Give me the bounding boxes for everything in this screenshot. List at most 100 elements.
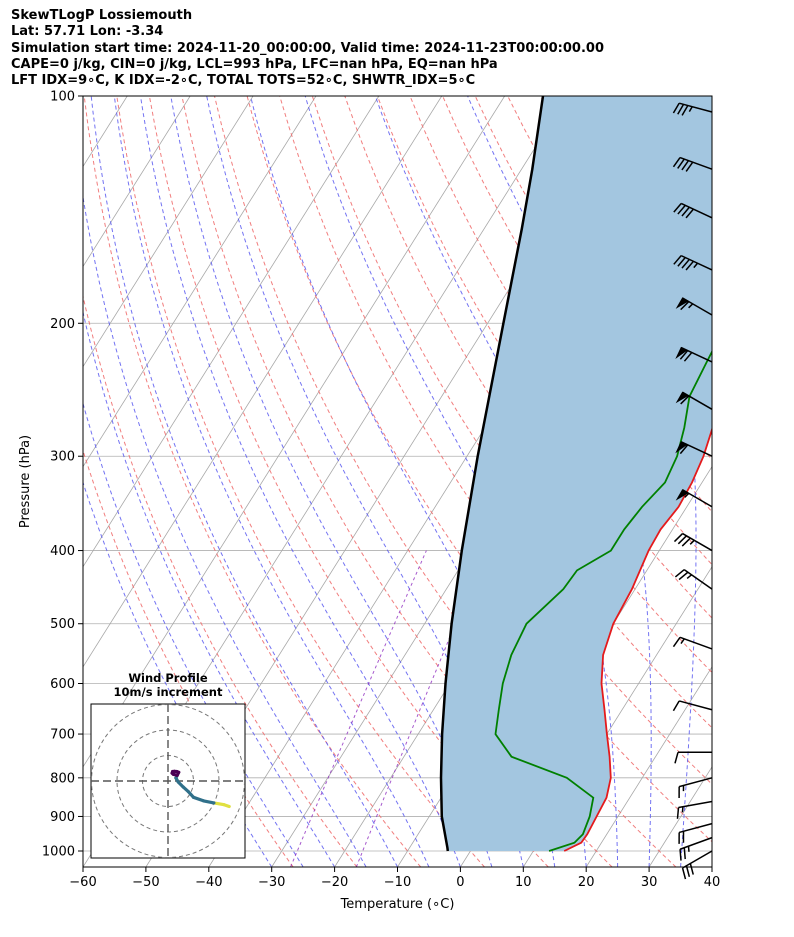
moist-adiabat xyxy=(711,862,712,867)
wind-barb xyxy=(672,700,713,712)
barb-staff xyxy=(678,777,713,788)
x-tick-label: 20 xyxy=(578,875,595,890)
barb-full xyxy=(680,395,690,405)
wind-barb xyxy=(676,800,713,819)
x-tick-label: −60 xyxy=(69,875,96,890)
dry-adiabat xyxy=(83,96,422,867)
dry-adiabat xyxy=(116,96,485,867)
y-tick-label: 300 xyxy=(50,450,75,465)
mixing-ratio-line xyxy=(290,550,427,867)
isotherm--110 xyxy=(83,96,254,368)
barb-full xyxy=(681,160,690,171)
wind-barb xyxy=(675,441,713,457)
x-tick-label: −10 xyxy=(384,875,411,890)
isotherm-20 xyxy=(585,666,712,867)
moist-adiabat xyxy=(83,401,304,867)
wind-barb xyxy=(675,297,713,316)
barb-flag xyxy=(675,297,690,309)
barb-staff xyxy=(678,700,713,711)
barb-full xyxy=(689,863,694,875)
chart-title: SkewTLogP Lossiemouth xyxy=(11,8,193,23)
barb-full xyxy=(676,807,680,819)
barb-full xyxy=(677,257,686,267)
y-tick-label: 800 xyxy=(50,771,75,786)
barb-full xyxy=(672,102,680,114)
y-tick-label: 200 xyxy=(50,317,75,332)
mixing-ratio-line xyxy=(355,550,487,867)
barb-full xyxy=(673,533,684,543)
dewpoint-line xyxy=(494,349,712,852)
isotherm--80 xyxy=(83,96,443,668)
chart-header: SkewTLogP Lossiemouth Lat: 57.71 Lon: -3… xyxy=(11,8,781,89)
barb-full xyxy=(673,202,682,213)
hodograph-subtitle: 10m/s increment xyxy=(114,685,223,699)
barb-staff xyxy=(679,156,713,170)
x-tick-label: −50 xyxy=(132,875,159,890)
x-tick-label: −20 xyxy=(321,875,348,890)
y-tick-label: 100 xyxy=(50,90,75,105)
dry-adiabat xyxy=(702,96,712,110)
barb-staff xyxy=(678,800,713,809)
barb-full xyxy=(679,849,682,861)
plot-area xyxy=(83,96,794,867)
wind-barb xyxy=(674,569,713,590)
y-tick-label: 500 xyxy=(50,617,75,632)
wind-barb xyxy=(674,751,712,764)
hodograph-trace-segment xyxy=(191,795,206,803)
isotherm--100 xyxy=(83,96,317,468)
x-tick-label: 10 xyxy=(515,875,532,890)
moist-adiabat xyxy=(90,96,398,867)
simulation-times: Simulation start time: 2024-11-20_00:00:… xyxy=(11,40,604,56)
barb-full xyxy=(685,161,694,172)
barb-staff xyxy=(680,254,713,271)
barb-full xyxy=(674,569,685,578)
y-tick-label: 900 xyxy=(50,810,75,825)
barb-full xyxy=(681,867,687,880)
barb-half xyxy=(688,106,693,112)
barb-full xyxy=(681,206,690,217)
barb-full xyxy=(677,535,687,545)
x-tick-label: −30 xyxy=(258,875,285,890)
wind-barb xyxy=(672,156,713,172)
isotherm-50 xyxy=(775,96,794,867)
wind-barb xyxy=(672,102,713,116)
stability-indices: LFT IDX=9∘C, K IDX=-2∘C, TOTAL TOTS=52∘C… xyxy=(11,73,476,89)
barb-flag xyxy=(675,391,690,404)
barb-staff xyxy=(679,836,713,850)
y-tick-label: 700 xyxy=(50,728,75,743)
moist-adiabat xyxy=(83,310,336,867)
barb-half xyxy=(686,574,693,580)
isotherm--90 xyxy=(83,96,380,568)
barb-full xyxy=(674,752,679,764)
wind-barb xyxy=(673,532,713,552)
dry-adiabat xyxy=(83,448,294,867)
barb-half xyxy=(689,539,695,545)
dry-adiabat xyxy=(768,96,794,867)
cape-cin-shading xyxy=(441,96,712,851)
barb-full xyxy=(683,351,693,362)
wind-barb xyxy=(678,777,713,799)
x-tick-label: −40 xyxy=(195,875,222,890)
isotherm--120 xyxy=(83,96,191,268)
barb-half xyxy=(681,806,684,813)
dry-adiabat xyxy=(344,96,712,674)
barb-half xyxy=(688,303,694,309)
hodograph-title: Wind Profile xyxy=(128,671,208,685)
barb-staff xyxy=(680,202,713,219)
barb-staff xyxy=(679,636,713,650)
barb-staff xyxy=(682,532,713,552)
moist-adiabat xyxy=(374,96,619,867)
barb-full xyxy=(681,537,691,547)
wind-barb xyxy=(673,254,713,271)
y-tick-label: 400 xyxy=(50,544,75,559)
hodograph-plot xyxy=(91,704,245,858)
barb-staff xyxy=(683,569,713,590)
wind-barb xyxy=(672,636,713,650)
barb-full xyxy=(680,301,690,311)
x-tick-label: 40 xyxy=(704,875,721,890)
barb-full xyxy=(685,865,691,877)
wind-barb xyxy=(675,391,713,410)
y-axis-label: Pressure (hPa) xyxy=(18,435,33,528)
